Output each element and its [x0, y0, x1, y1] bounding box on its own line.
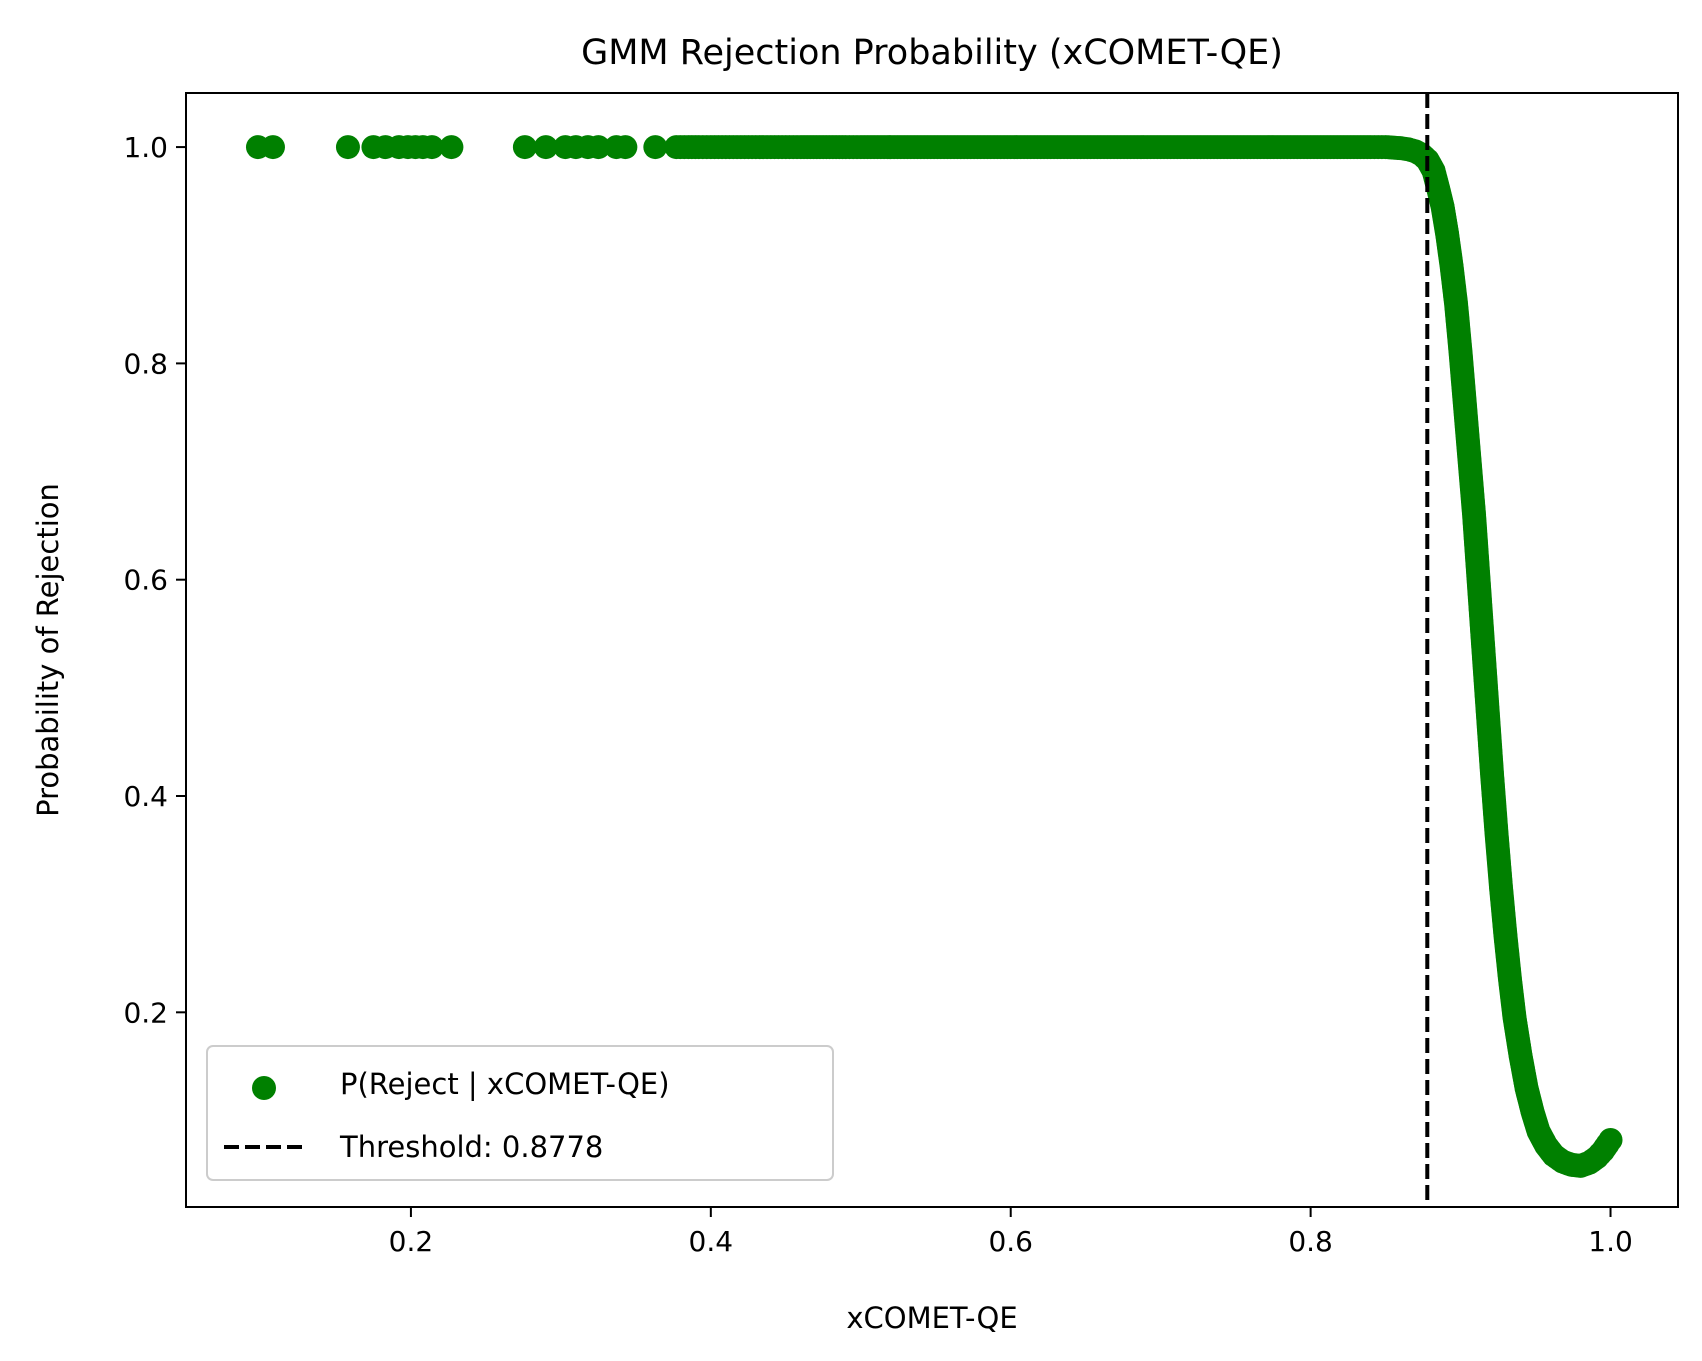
x-tick-label: 0.2 — [389, 1225, 434, 1258]
x-axis-label: xCOMET-QE — [846, 1301, 1017, 1335]
x-tick-label: 1.0 — [1588, 1225, 1633, 1258]
legend-marker-scatter — [252, 1076, 276, 1100]
scatter-point — [586, 135, 611, 160]
y-axis: 0.2 0.4 0.6 0.8 1.0 — [123, 131, 186, 1029]
y-tick-label: 0.4 — [123, 780, 168, 813]
chart-title: GMM Rejection Probability (xCOMET-QE) — [581, 33, 1283, 73]
data-marks — [245, 135, 1623, 1178]
y-tick-label: 0.6 — [123, 564, 168, 597]
legend-label-scatter: P(Reject | xCOMET-QE) — [340, 1067, 670, 1101]
scatter-point — [512, 135, 537, 160]
y-axis-label: Probability of Rejection — [31, 483, 65, 817]
plot-frame — [185, 92, 1679, 1208]
x-axis: 0.2 0.4 0.6 0.8 1.0 — [389, 1207, 1633, 1258]
legend-label-threshold: Threshold: 0.8778 — [339, 1130, 603, 1164]
x-tick-label: 0.8 — [1288, 1225, 1333, 1258]
scatter-point — [1593, 1135, 1618, 1160]
y-tick-label: 0.8 — [123, 347, 168, 380]
scatter-point — [643, 135, 668, 160]
scatter-point — [439, 135, 464, 160]
scatter-point — [260, 135, 285, 160]
x-tick-label: 0.4 — [689, 1225, 734, 1258]
scatter-point — [335, 135, 360, 160]
legend-box — [206, 1045, 834, 1181]
scatter-point — [613, 135, 638, 160]
y-tick-label: 0.2 — [123, 996, 168, 1029]
legend: P(Reject | xCOMET-QE) Threshold: 0.8778 — [206, 1045, 834, 1181]
scatter-point — [533, 135, 558, 160]
scatter-point — [419, 135, 444, 160]
x-tick-label: 0.6 — [988, 1225, 1033, 1258]
y-tick-label: 1.0 — [123, 131, 168, 164]
